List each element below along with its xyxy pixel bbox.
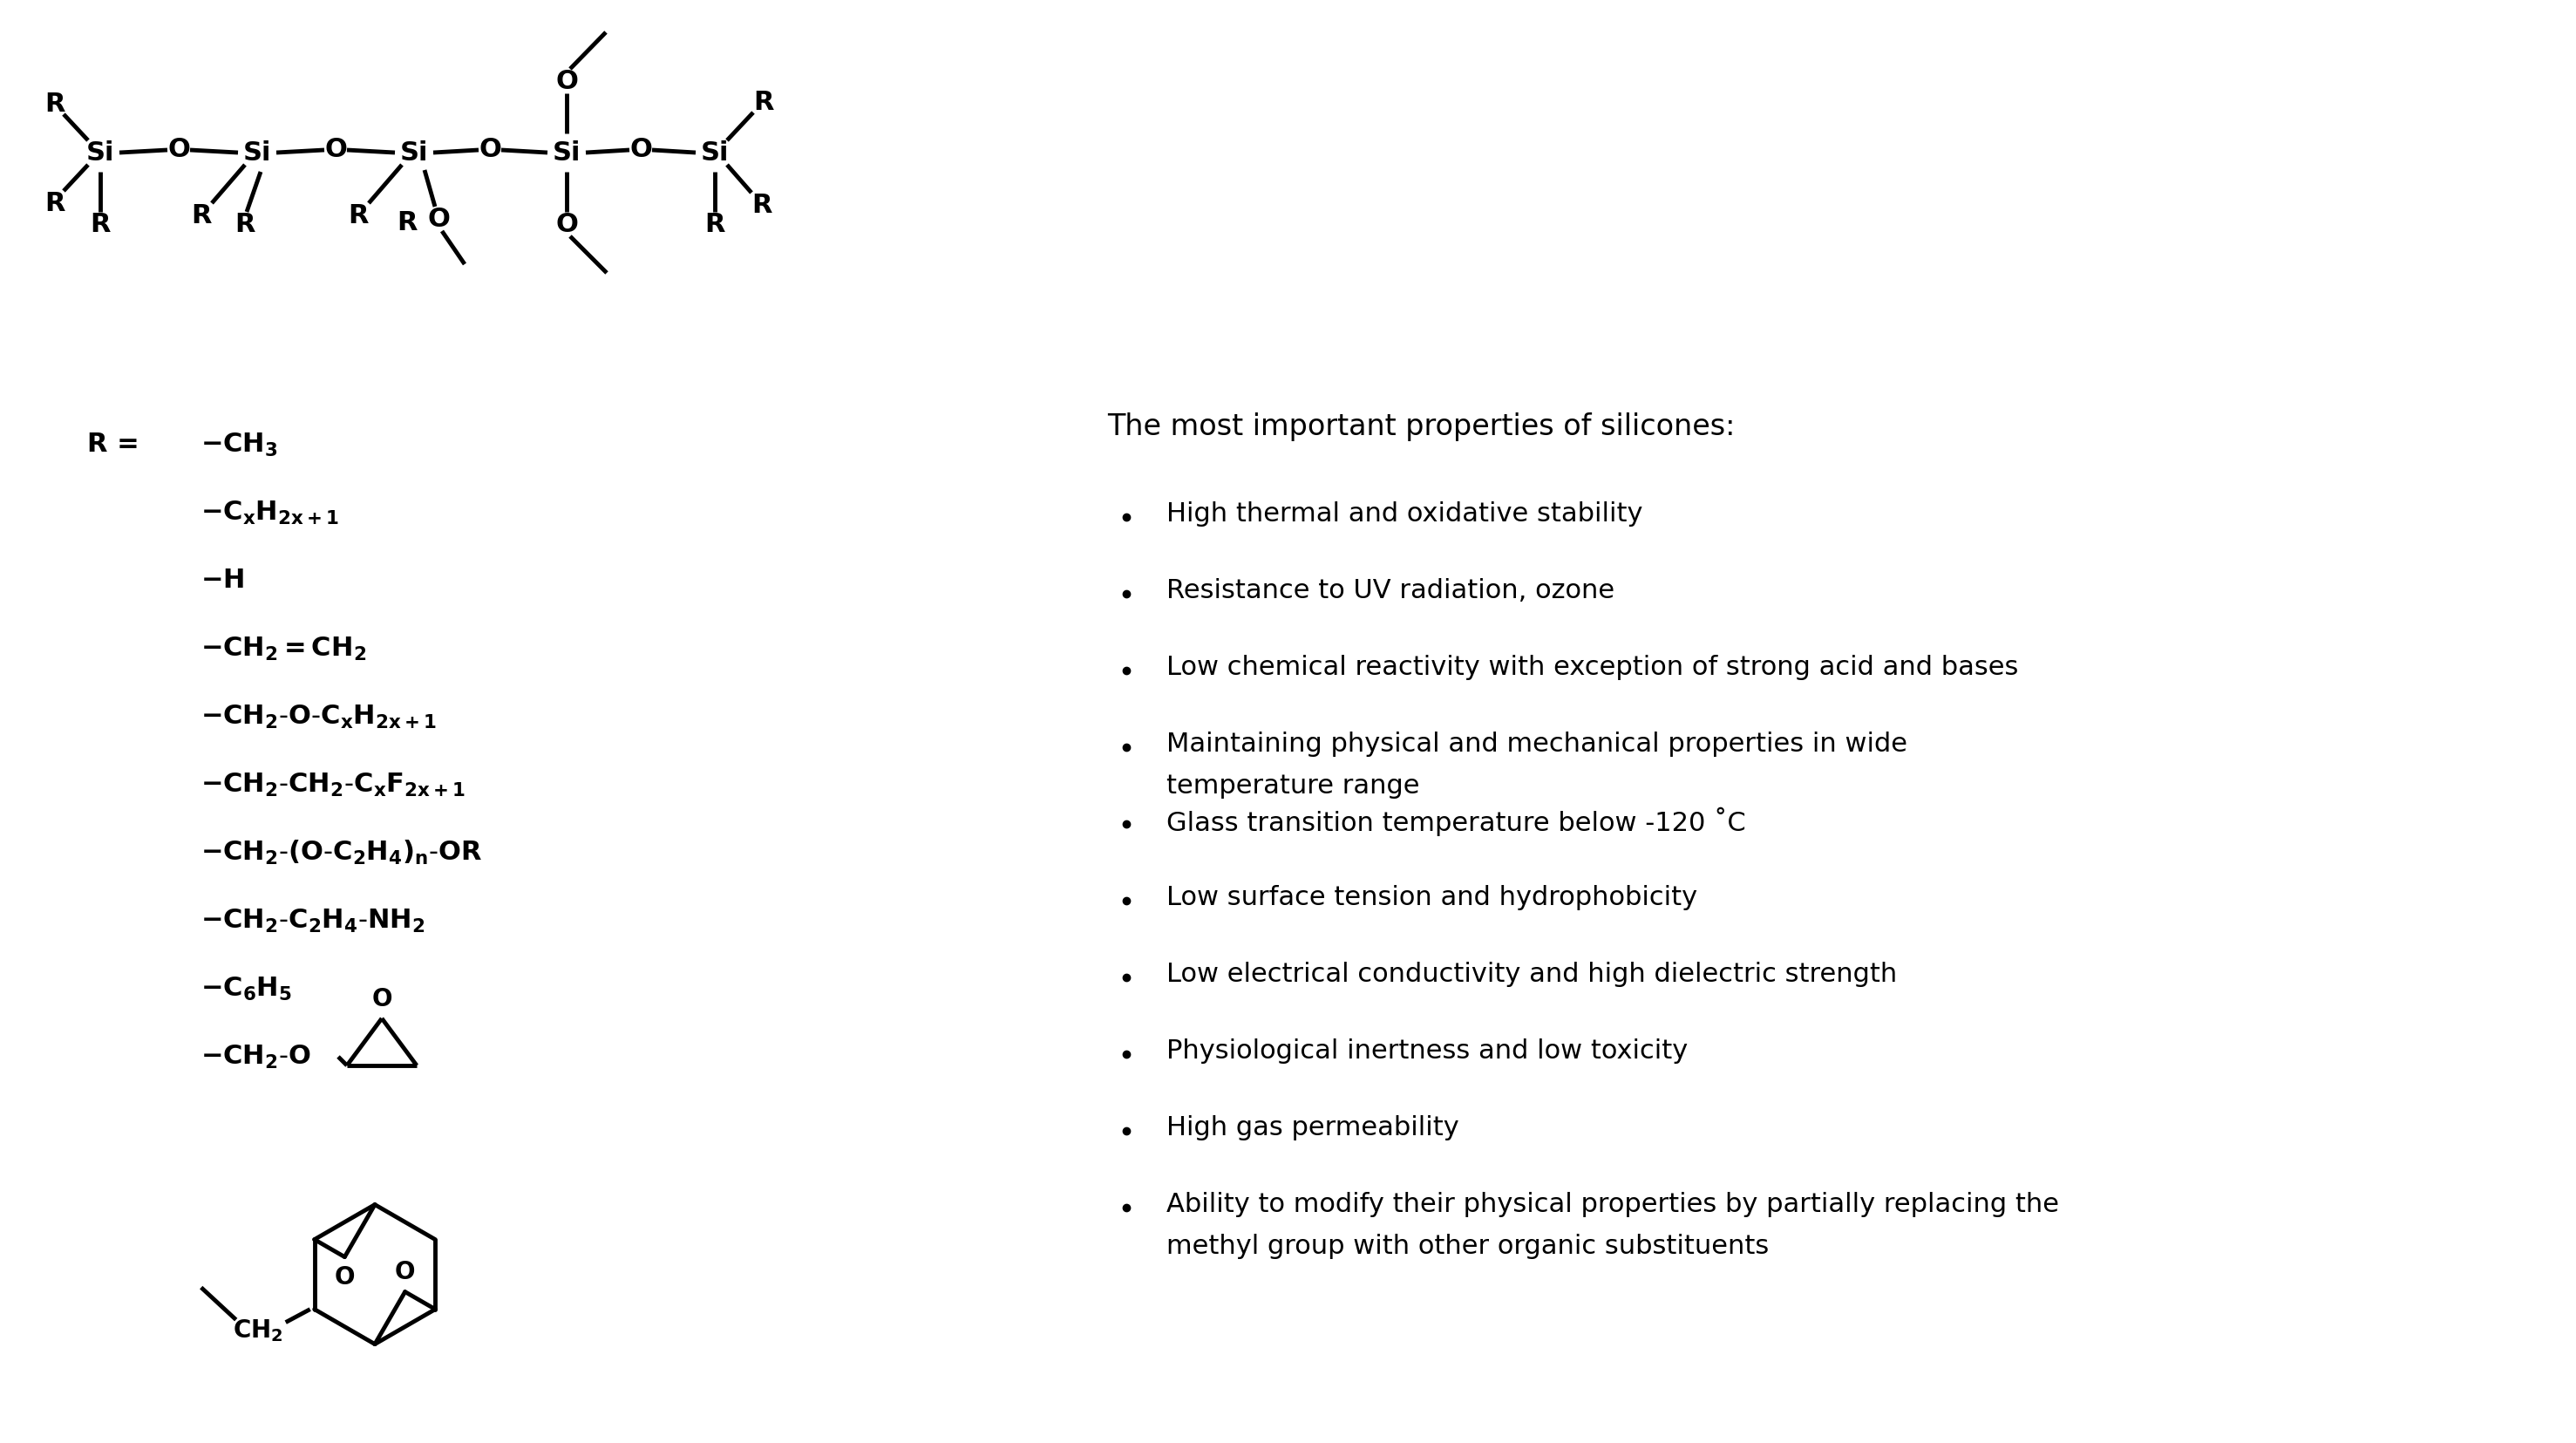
Text: R: R xyxy=(44,190,64,216)
Text: temperature range: temperature range xyxy=(1167,773,1419,799)
Text: High gas permeability: High gas permeability xyxy=(1167,1115,1458,1141)
Text: O: O xyxy=(394,1260,415,1284)
Text: High thermal and oxidative stability: High thermal and oxidative stability xyxy=(1167,502,1643,527)
Text: Low electrical conductivity and high dielectric strength: Low electrical conductivity and high die… xyxy=(1167,962,1896,987)
Text: R: R xyxy=(44,91,64,117)
Text: Low surface tension and hydrophobicity: Low surface tension and hydrophobicity xyxy=(1167,886,1698,911)
Text: O: O xyxy=(167,137,191,163)
Text: $\mathbf{-CH_2\text{-}(O\text{-}C_2H_4)_n\text{-}OR}$: $\mathbf{-CH_2\text{-}(O\text{-}C_2H_4)_… xyxy=(201,838,482,867)
Text: R: R xyxy=(706,212,724,237)
Text: $\mathbf{-CH_2{=}CH_2}$: $\mathbf{-CH_2{=}CH_2}$ xyxy=(201,635,366,662)
Text: O: O xyxy=(556,212,577,237)
Text: Maintaining physical and mechanical properties in wide: Maintaining physical and mechanical prop… xyxy=(1167,732,1906,758)
Text: Resistance to UV radiation, ozone: Resistance to UV radiation, ozone xyxy=(1167,579,1615,603)
Text: $\mathbf{-CH_2\text{-}O}$: $\mathbf{-CH_2\text{-}O}$ xyxy=(201,1043,312,1071)
Text: $\mathbf{-C_6H_5}$: $\mathbf{-C_6H_5}$ xyxy=(201,975,291,1003)
Text: R =: R = xyxy=(88,431,139,457)
Text: Si: Si xyxy=(399,140,428,166)
Text: $\mathbf{-CH_3}$: $\mathbf{-CH_3}$ xyxy=(201,431,278,459)
Text: O: O xyxy=(556,68,577,94)
Text: O: O xyxy=(629,137,652,163)
Text: $\mathbf{CH_2}$: $\mathbf{CH_2}$ xyxy=(232,1317,283,1343)
Text: Glass transition temperature below -120 ˚C: Glass transition temperature below -120 … xyxy=(1167,807,1747,835)
Text: R: R xyxy=(234,212,255,237)
Text: O: O xyxy=(335,1264,355,1289)
Text: R: R xyxy=(752,192,773,218)
Text: R: R xyxy=(752,89,773,114)
Text: $\mathbf{-CH_2\text{-}O\text{-}C_xH_{2x+1}}$: $\mathbf{-CH_2\text{-}O\text{-}C_xH_{2x+… xyxy=(201,703,435,730)
Text: Ability to modify their physical properties by partially replacing the: Ability to modify their physical propert… xyxy=(1167,1192,2058,1218)
Text: R: R xyxy=(90,212,111,237)
Text: Physiological inertness and low toxicity: Physiological inertness and low toxicity xyxy=(1167,1039,1687,1063)
Text: $\mathbf{-CH_2\text{-}C_2H_4\text{-}NH_2}$: $\mathbf{-CH_2\text{-}C_2H_4\text{-}NH_2… xyxy=(201,908,425,934)
Text: The most important properties of silicones:: The most important properties of silicon… xyxy=(1108,413,1736,442)
Text: Si: Si xyxy=(85,140,113,166)
Text: Si: Si xyxy=(242,140,270,166)
Text: O: O xyxy=(325,137,348,163)
Text: $\mathbf{-H}$: $\mathbf{-H}$ xyxy=(201,569,245,593)
Text: Si: Si xyxy=(701,140,729,166)
Text: Si: Si xyxy=(551,140,580,166)
Text: methyl group with other organic substituents: methyl group with other organic substitu… xyxy=(1167,1234,1770,1260)
Text: Low chemical reactivity with exception of strong acid and bases: Low chemical reactivity with exception o… xyxy=(1167,655,2020,681)
Text: R: R xyxy=(191,202,211,228)
Text: R: R xyxy=(348,202,368,228)
Text: $\mathbf{-CH_2\text{-}CH_2\text{-}C_xF_{2x+1}}$: $\mathbf{-CH_2\text{-}CH_2\text{-}C_xF_{… xyxy=(201,771,466,798)
Text: O: O xyxy=(371,987,392,1012)
Text: O: O xyxy=(479,137,502,163)
Text: R: R xyxy=(397,209,417,235)
Text: $\mathbf{-C_xH_{2x+1}}$: $\mathbf{-C_xH_{2x+1}}$ xyxy=(201,499,340,527)
Text: O: O xyxy=(428,206,451,231)
